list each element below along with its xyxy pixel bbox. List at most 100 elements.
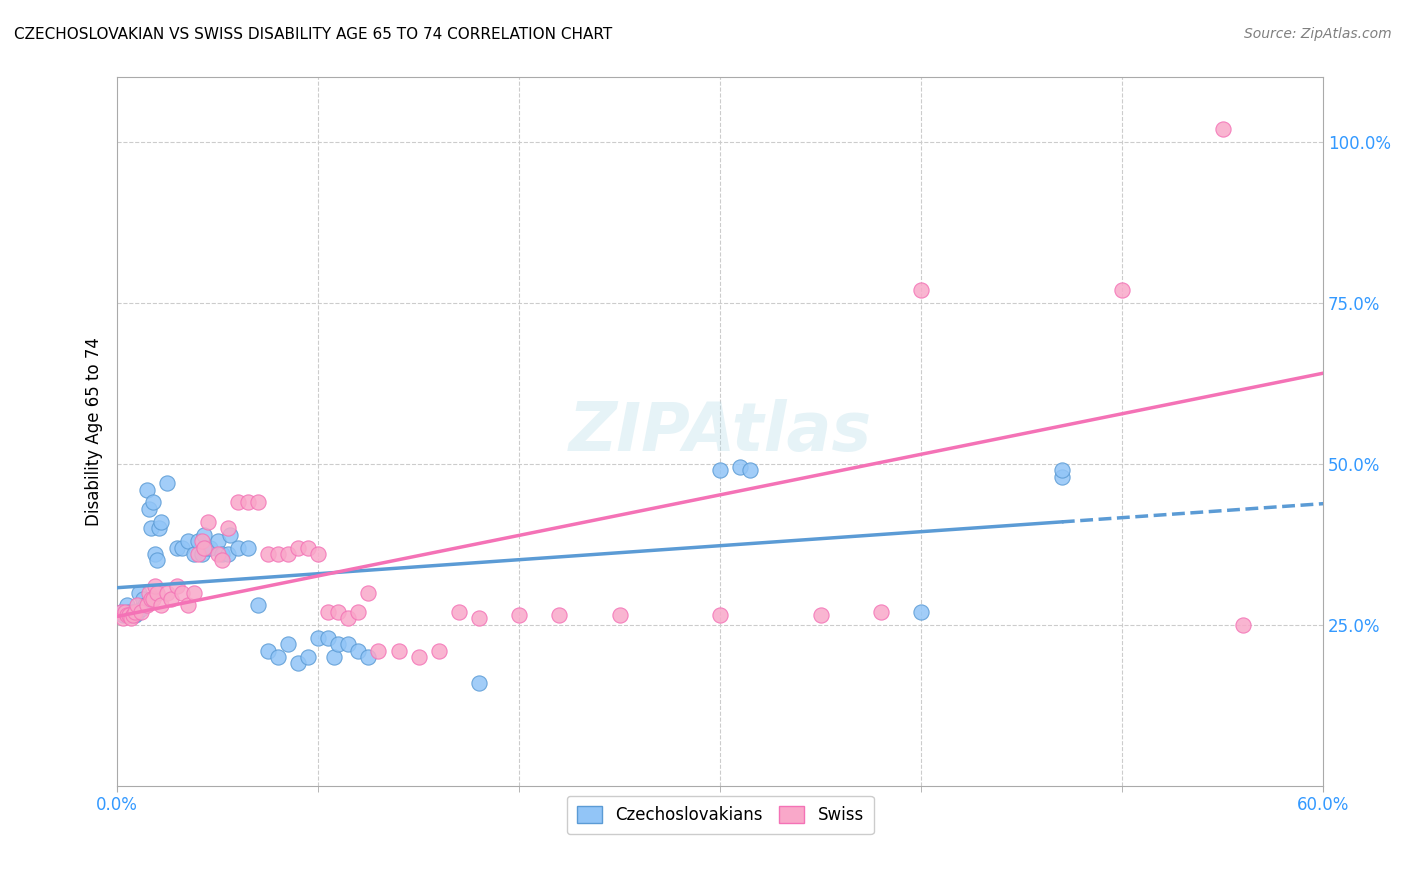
Point <box>910 283 932 297</box>
Point <box>810 608 832 623</box>
Point <box>115 608 138 623</box>
Point <box>136 483 159 497</box>
Point <box>112 611 135 625</box>
Point <box>193 527 215 541</box>
Point <box>323 650 346 665</box>
Point <box>131 601 153 615</box>
Point <box>316 631 339 645</box>
Point <box>114 605 136 619</box>
Point <box>257 547 280 561</box>
Point <box>1050 463 1073 477</box>
Point <box>136 599 159 613</box>
Point <box>709 463 731 477</box>
Point <box>740 463 762 477</box>
Point <box>1050 469 1073 483</box>
Point <box>146 553 169 567</box>
Point <box>148 521 170 535</box>
Point <box>408 650 430 665</box>
Point <box>127 599 149 613</box>
Point <box>160 592 183 607</box>
Point <box>183 585 205 599</box>
Point <box>115 599 138 613</box>
Point <box>287 657 309 671</box>
Point <box>110 605 132 619</box>
Point <box>267 547 290 561</box>
Point <box>337 637 360 651</box>
Point <box>277 547 299 561</box>
Point <box>193 541 215 555</box>
Point <box>131 605 153 619</box>
Text: ZIPAtlas: ZIPAtlas <box>568 399 872 465</box>
Point <box>427 643 450 657</box>
Point <box>138 585 160 599</box>
Point <box>609 608 631 623</box>
Point <box>870 605 893 619</box>
Point <box>287 541 309 555</box>
Legend: Czechoslovakians, Swiss: Czechoslovakians, Swiss <box>567 796 873 834</box>
Point <box>257 643 280 657</box>
Point <box>190 534 212 549</box>
Point <box>236 541 259 555</box>
Point <box>122 608 145 623</box>
Y-axis label: Disability Age 65 to 74: Disability Age 65 to 74 <box>86 337 103 526</box>
Point <box>112 608 135 623</box>
Point <box>307 631 329 645</box>
Point <box>211 553 233 567</box>
Point <box>347 605 370 619</box>
Point <box>357 585 380 599</box>
Point <box>187 534 209 549</box>
Point <box>141 592 163 607</box>
Point <box>277 637 299 651</box>
Point <box>730 460 752 475</box>
Point <box>145 579 167 593</box>
Point <box>190 547 212 561</box>
Point <box>122 605 145 619</box>
Point <box>127 606 149 620</box>
Point <box>166 579 188 593</box>
Point <box>910 605 932 619</box>
Point <box>183 547 205 561</box>
Point <box>218 527 240 541</box>
Point <box>118 605 141 619</box>
Point <box>217 521 239 535</box>
Point <box>337 611 360 625</box>
Text: CZECHOSLOVAKIAN VS SWISS DISABILITY AGE 65 TO 74 CORRELATION CHART: CZECHOSLOVAKIAN VS SWISS DISABILITY AGE … <box>14 27 612 42</box>
Point <box>207 534 229 549</box>
Point <box>150 599 173 613</box>
Point <box>132 592 155 607</box>
Point <box>246 495 269 509</box>
Point <box>1111 283 1133 297</box>
Point <box>156 585 179 599</box>
Point <box>307 547 329 561</box>
Point <box>207 547 229 561</box>
Point <box>138 502 160 516</box>
Point <box>387 643 409 657</box>
Point <box>176 534 198 549</box>
Point <box>217 547 239 561</box>
Point <box>211 547 233 561</box>
Point <box>367 643 389 657</box>
Point <box>142 495 165 509</box>
Point <box>447 605 470 619</box>
Point <box>176 599 198 613</box>
Point <box>187 547 209 561</box>
Point <box>709 608 731 623</box>
Point <box>548 608 571 623</box>
Point <box>226 495 249 509</box>
Point <box>120 608 142 623</box>
Point <box>145 547 167 561</box>
Point <box>118 608 141 623</box>
Point <box>246 599 269 613</box>
Point <box>114 605 136 619</box>
Point <box>316 605 339 619</box>
Point <box>226 541 249 555</box>
Point <box>328 637 350 651</box>
Text: Source: ZipAtlas.com: Source: ZipAtlas.com <box>1244 27 1392 41</box>
Point <box>166 541 188 555</box>
Point <box>508 608 530 623</box>
Point <box>297 650 319 665</box>
Point <box>236 495 259 509</box>
Point <box>170 541 193 555</box>
Point <box>297 541 319 555</box>
Point <box>146 585 169 599</box>
